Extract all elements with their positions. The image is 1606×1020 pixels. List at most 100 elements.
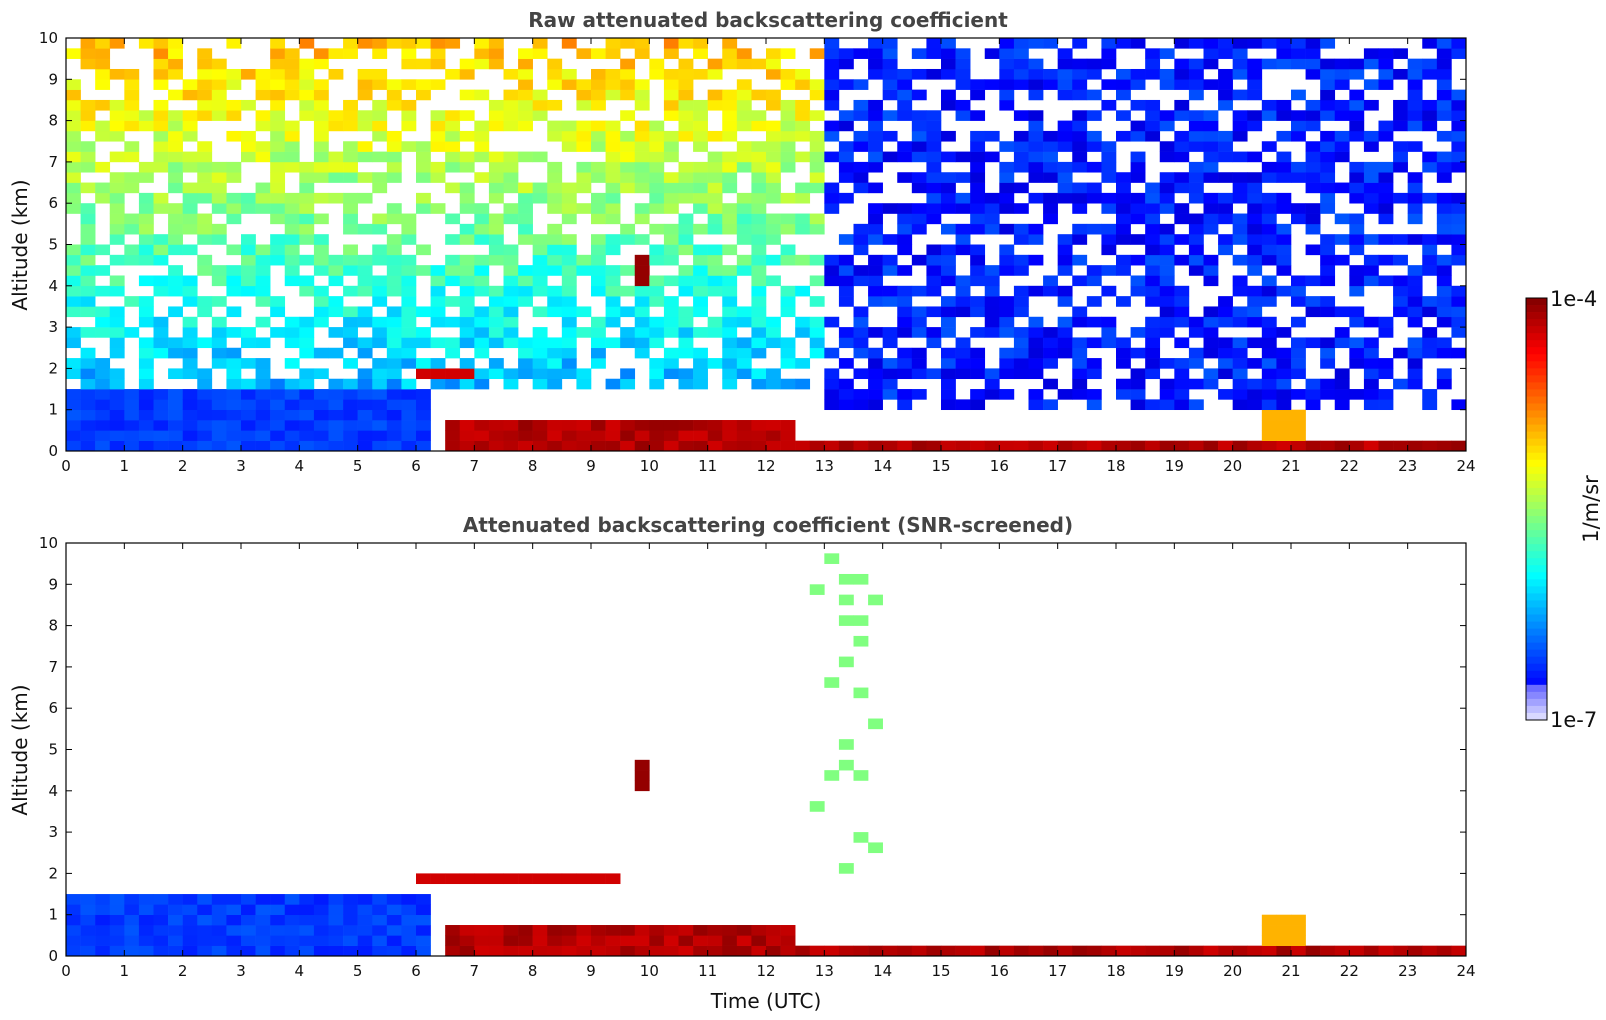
heatmap-cell [226,38,242,49]
heatmap-cell [824,368,840,380]
heatmap-cell [401,904,417,916]
heatmap-cell [313,285,329,297]
heatmap-cell [911,254,927,266]
heatmap-cell [1320,440,1336,452]
colorbar-band [1526,705,1547,714]
heatmap-cell [372,244,388,256]
heatmap-cell [80,894,96,905]
heatmap-cell [66,192,81,204]
heatmap-cell [1407,213,1423,225]
heatmap-cell [1013,79,1029,90]
heatmap-cell [1145,275,1161,287]
heatmap-cell [66,151,81,163]
heatmap-cell [1174,68,1190,80]
heatmap-cell [1145,337,1161,349]
heatmap-cell [707,161,723,173]
heatmap-cell [678,935,694,946]
heatmap-cell [1291,161,1306,173]
heatmap-cell [386,151,402,163]
heatmap-cell [168,234,183,245]
heatmap-cell [620,368,636,380]
heatmap-cell [1305,99,1321,111]
heatmap-cell [911,120,927,132]
heatmap-cell [780,285,796,297]
heatmap-cell [518,358,533,369]
heatmap-cell [766,130,781,142]
heatmap-cell [678,945,694,957]
heatmap-cell [809,110,825,121]
x-tick-label: 9 [586,457,596,475]
heatmap-cell [138,203,154,214]
heatmap-cell [547,440,563,452]
heatmap-cell [1320,389,1336,400]
heatmap-cell [328,389,344,400]
heatmap-cell [780,244,796,256]
heatmap-cell [343,38,358,49]
heatmap-cell [955,68,971,80]
heatmap-cell [343,925,358,936]
heatmap-cell [1057,316,1073,328]
heatmap-cell [1247,316,1263,328]
heatmap-cell [1218,306,1233,318]
heatmap-cell [1159,316,1175,328]
heatmap-cell [518,234,533,245]
heatmap-cell [780,925,796,936]
heatmap-cell [474,316,490,328]
heatmap-cell [386,409,402,421]
heatmap-cell [211,99,227,111]
y-tick-label: 9 [48,70,58,88]
heatmap-cell [663,110,679,121]
heatmap-cell [897,151,913,163]
heatmap-cell [547,223,563,235]
heatmap-cell [1188,347,1204,359]
heatmap-cell [809,801,825,812]
x-tick-label: 12 [756,457,775,475]
heatmap-cell [1393,99,1408,111]
heatmap-cell [926,306,942,318]
heatmap-cell [1159,327,1175,338]
heatmap-cell [343,192,358,204]
heatmap-cell [693,925,708,936]
heatmap-cell [197,141,213,152]
heatmap-cell [955,172,971,183]
heatmap-cell [1393,285,1408,297]
heatmap-cell [168,389,183,400]
heatmap-cell [882,58,898,70]
y-tick-label: 2 [48,864,58,882]
heatmap-cell [1072,275,1088,287]
heatmap-cell [649,368,665,380]
x-tick-label: 8 [528,962,538,980]
heatmap-cell [547,58,563,70]
heatmap-cell [853,337,869,349]
heatmap-cell [1363,58,1379,70]
heatmap-cell [1013,285,1029,297]
heatmap-cell [1159,79,1175,90]
heatmap-cell [138,358,154,369]
heatmap-cell [255,925,271,936]
heatmap-cell [620,172,636,183]
heatmap-cell [372,914,388,926]
heatmap-cell [1378,182,1394,194]
heatmap-cell [1334,389,1350,400]
heatmap-cell [1436,172,1452,183]
heatmap-cell [109,275,125,287]
heatmap-cell [109,306,125,318]
heatmap-cell [1232,378,1248,390]
heatmap-cell [1232,337,1248,349]
heatmap-cell [518,213,533,225]
heatmap-cell [1174,58,1190,70]
heatmap-cell [138,914,154,926]
heatmap-cell [182,110,198,121]
heatmap-cell [955,347,971,359]
heatmap-cell [911,141,927,152]
x-tick-label: 21 [1281,457,1300,475]
heatmap-cell [386,172,402,183]
heatmap-cell [970,130,986,142]
heatmap-cell [766,368,781,380]
x-tick-label: 16 [990,457,1009,475]
heatmap-cell [1291,296,1306,307]
heatmap-cell [1363,275,1379,287]
heatmap-cell [518,192,533,204]
heatmap-cell [620,925,636,936]
heatmap-cell [241,275,256,287]
